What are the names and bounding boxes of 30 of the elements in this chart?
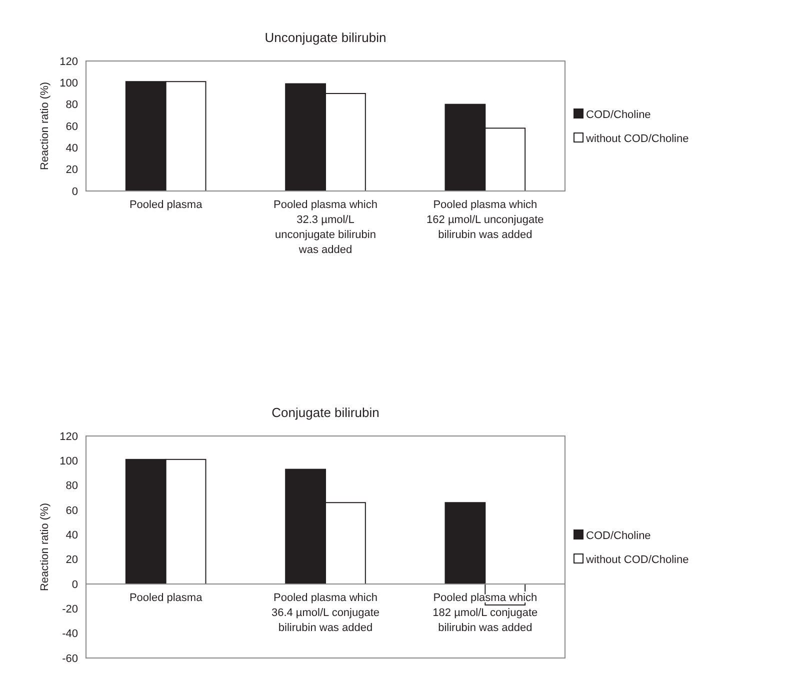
y-tick-label: -60 (62, 652, 78, 665)
x-tick-label: Pooled plasma (129, 592, 204, 604)
y-tick-label: 20 (66, 554, 78, 566)
y-axis-title: Reaction ratio (%) (39, 502, 51, 592)
legend-label: without COD/Choline (585, 132, 689, 145)
y-tick-label: 60 (66, 504, 78, 517)
y-tick-label: -20 (62, 604, 78, 616)
chart-title: Conjugate bilirubin (272, 405, 380, 420)
y-tick-label: 60 (66, 120, 78, 133)
chart-title: Unconjugate bilirubin (264, 30, 386, 45)
y-tick-label: 0 (72, 578, 78, 591)
y-tick-label: 80 (66, 99, 78, 112)
y-tick-label: 120 (60, 56, 78, 68)
y-tick-label: 40 (66, 530, 78, 542)
y-tick-label: 0 (72, 186, 78, 198)
y-tick-label: 100 (60, 78, 78, 90)
x-tick-label: Pooled plasma which 162 µmol/L unconjugate bilirubin was added (426, 199, 544, 241)
legend-label: without COD/Choline (585, 554, 689, 566)
legend-label: COD/Choline (586, 108, 651, 121)
y-tick-label: -40 (62, 628, 78, 640)
y-tick-label: 20 (66, 164, 78, 176)
y-tick-label: 40 (66, 142, 78, 155)
x-tick-label: Pooled plasma (129, 199, 204, 211)
y-tick-label: 100 (60, 456, 78, 468)
legend-label: COD/Choline (586, 530, 651, 542)
x-tick-label: Pooled plasma which 36.4 µmol/L conjugate bilirubin was added (271, 592, 380, 634)
y-tick-label: 80 (66, 480, 78, 492)
y-axis-title: Reaction ratio (%) (39, 82, 51, 170)
x-tick-label: Pooled plasma which 32.3 µmol/L unconjugate bilirubin was added (274, 199, 378, 256)
y-tick-label: 120 (60, 430, 78, 443)
